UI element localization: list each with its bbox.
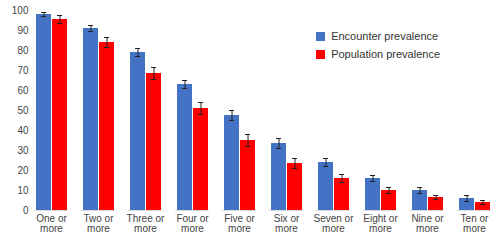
svg-text:50: 50	[17, 105, 29, 116]
svg-text:90: 90	[17, 25, 29, 36]
svg-text:Eight ormore: Eight ormore	[363, 213, 398, 234]
svg-text:One ormore: One ormore	[36, 213, 67, 234]
svg-text:Seven ormore: Seven ormore	[313, 213, 354, 234]
svg-text:Nine ormore: Nine ormore	[411, 213, 444, 234]
html-text:Population prevalence: Population prevalence	[331, 48, 440, 60]
svg-text:Six ormore: Six ormore	[274, 213, 300, 234]
svg-text:0: 0	[23, 205, 29, 216]
svg-text:30: 30	[17, 145, 29, 156]
svg-text:80: 80	[17, 45, 29, 56]
svg-text:20: 20	[17, 165, 29, 176]
svg-text:10: 10	[17, 185, 29, 196]
html-text:Encounter prevalence: Encounter prevalence	[331, 30, 439, 42]
svg-text:Ten ormore: Ten ormore	[461, 213, 489, 234]
svg-text:Five ormore: Five ormore	[224, 213, 255, 234]
svg-text:70: 70	[17, 65, 29, 76]
svg-text:40: 40	[17, 125, 29, 136]
svg-text:Two ormore: Two ormore	[83, 213, 114, 234]
svg-text:60: 60	[17, 85, 29, 96]
svg-text:Four ormore: Four ormore	[176, 213, 209, 234]
svg-text:Three ormore: Three ormore	[127, 213, 165, 234]
svg-text:100: 100	[12, 5, 29, 16]
